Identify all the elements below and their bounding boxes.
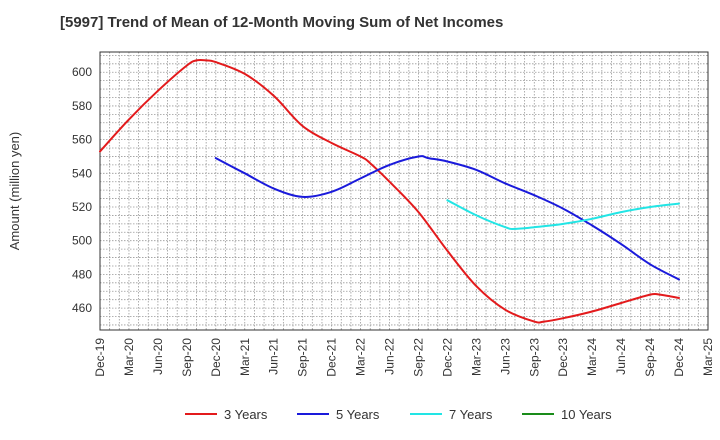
x-tick-label: Dec-22 — [440, 338, 454, 377]
x-tick-label: Dec-21 — [325, 338, 339, 377]
y-axis-tick-labels: 460 480 500 520 540 560 580 600 — [72, 65, 92, 315]
series-lines — [99, 58, 680, 324]
x-tick-label: Sep-20 — [180, 338, 194, 377]
x-tick-label: Mar-24 — [585, 338, 599, 376]
x-tick-label: Sep-24 — [643, 338, 657, 377]
x-tick-label: Mar-25 — [701, 338, 715, 376]
x-tick-label: Jun-22 — [383, 338, 397, 375]
y-tick-label: 520 — [72, 200, 92, 214]
x-tick-label: Dec-23 — [556, 338, 570, 377]
y-tick-label: 600 — [72, 65, 92, 79]
vertical-gridlines — [109, 52, 699, 330]
x-axis-tick-labels: Dec-19 Mar-20 Jun-20 Sep-20 Dec-20 Mar-21 Jun-… — [93, 338, 715, 377]
legend-label-2: 5 Years — [336, 407, 380, 422]
x-tick-label: Sep-23 — [527, 338, 541, 377]
x-tick-label: Jun-23 — [498, 338, 512, 375]
y-tick-label: 560 — [72, 133, 92, 147]
x-tick-label: Dec-24 — [672, 338, 686, 377]
plot-border — [99, 51, 709, 331]
plot-area — [100, 52, 708, 330]
chart-title: [5997] Trend of Mean of 12-Month Moving … — [60, 14, 504, 31]
y-tick-label: 480 — [72, 267, 92, 281]
x-tick-label: Sep-21 — [296, 338, 310, 377]
y-tick-label: 540 — [72, 166, 92, 180]
x-tick-label: Jun-21 — [267, 338, 281, 375]
y-tick-label: 500 — [72, 234, 92, 248]
x-tick-label: Sep-22 — [411, 338, 425, 377]
x-tick-label: Jun-24 — [614, 338, 628, 375]
x-tick-label: Mar-23 — [469, 338, 483, 376]
x-tick-label: Mar-20 — [122, 338, 136, 376]
series-line-3 — [446, 199, 680, 230]
x-tick-label: Mar-22 — [354, 338, 368, 376]
legend-label-4: 10 Years — [561, 407, 612, 422]
legend-label-1: 3 Years — [224, 407, 268, 422]
x-tick-label: Dec-19 — [93, 338, 107, 377]
y-tick-label: 580 — [72, 99, 92, 113]
x-tick-label: Dec-20 — [209, 338, 223, 377]
x-tick-label: Mar-21 — [238, 338, 252, 376]
series-line-1 — [99, 58, 680, 324]
legend: 3 Years 5 Years 7 Years 10 Years — [185, 407, 612, 422]
series-line-2 — [214, 155, 680, 281]
y-tick-label: 460 — [72, 301, 92, 315]
legend-label-3: 7 Years — [449, 407, 493, 422]
horizontal-gridlines — [100, 54, 708, 326]
x-tick-label: Jun-20 — [151, 338, 165, 375]
y-axis-title: Amount (million yen) — [7, 132, 22, 251]
